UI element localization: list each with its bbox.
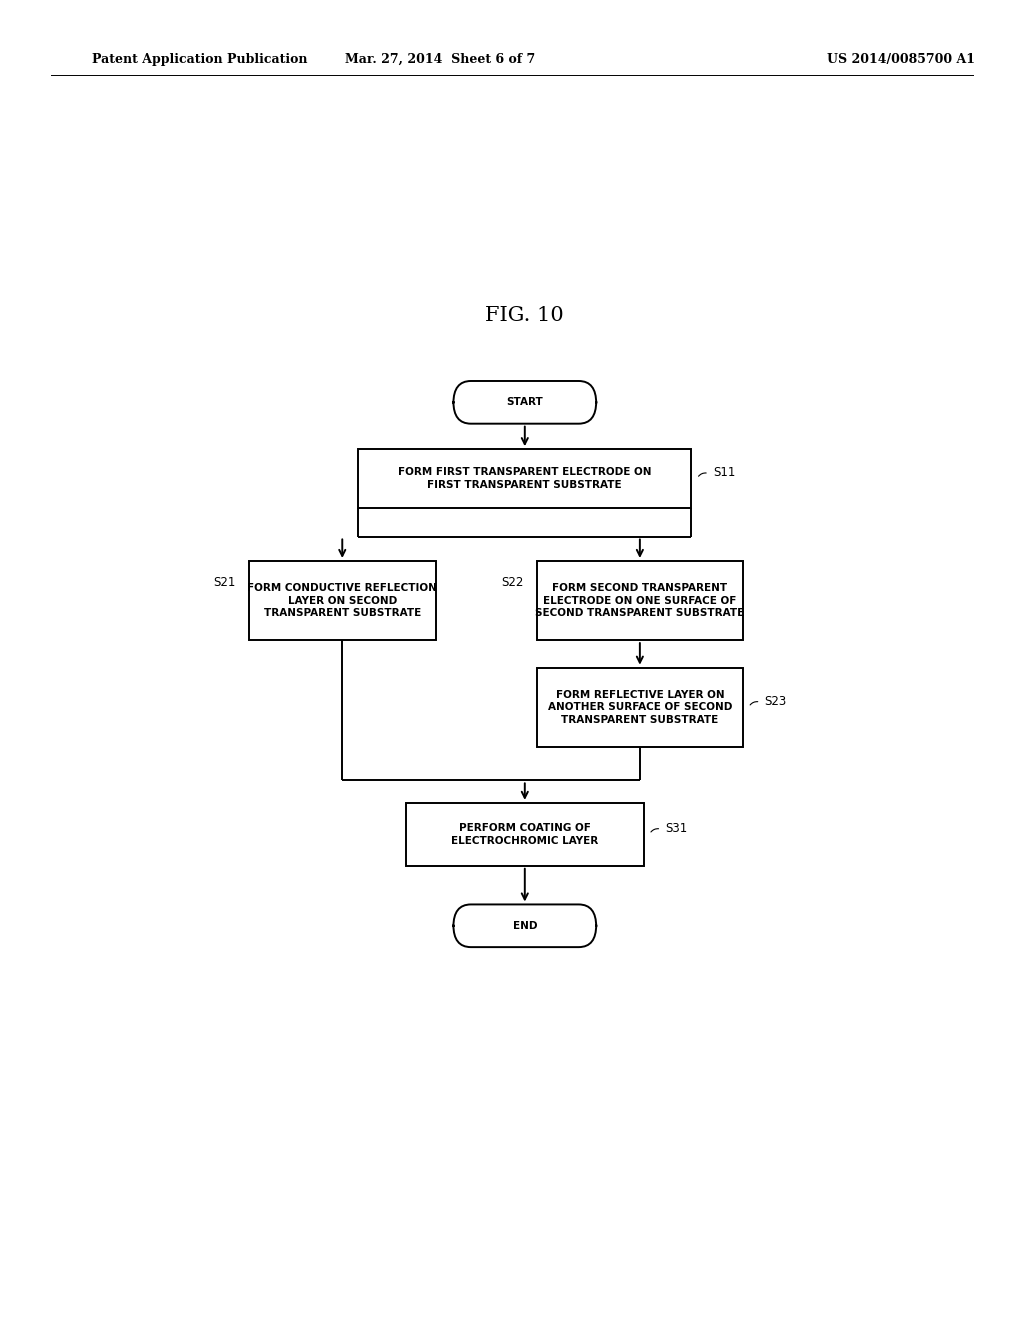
Text: FORM REFLECTIVE LAYER ON
ANOTHER SURFACE OF SECOND
TRANSPARENT SUBSTRATE: FORM REFLECTIVE LAYER ON ANOTHER SURFACE… — [548, 690, 732, 725]
FancyBboxPatch shape — [454, 381, 596, 424]
Text: Patent Application Publication: Patent Application Publication — [92, 53, 307, 66]
Text: S11: S11 — [713, 466, 735, 479]
FancyBboxPatch shape — [537, 561, 743, 640]
FancyBboxPatch shape — [454, 904, 596, 948]
FancyBboxPatch shape — [406, 803, 644, 866]
Text: FIG. 10: FIG. 10 — [485, 306, 564, 326]
Text: FORM SECOND TRANSPARENT
ELECTRODE ON ONE SURFACE OF
SECOND TRANSPARENT SUBSTRATE: FORM SECOND TRANSPARENT ELECTRODE ON ONE… — [536, 583, 744, 618]
Text: START: START — [507, 397, 543, 408]
Text: US 2014/0085700 A1: US 2014/0085700 A1 — [827, 53, 975, 66]
Text: S22: S22 — [501, 576, 523, 589]
Text: Mar. 27, 2014  Sheet 6 of 7: Mar. 27, 2014 Sheet 6 of 7 — [345, 53, 536, 66]
FancyBboxPatch shape — [358, 449, 691, 508]
Text: S21: S21 — [213, 576, 236, 589]
FancyBboxPatch shape — [249, 561, 435, 640]
Text: END: END — [513, 921, 537, 931]
Text: PERFORM COATING OF
ELECTROCHROMIC LAYER: PERFORM COATING OF ELECTROCHROMIC LAYER — [452, 824, 598, 846]
Text: FORM CONDUCTIVE REFLECTION
LAYER ON SECOND
TRANSPARENT SUBSTRATE: FORM CONDUCTIVE REFLECTION LAYER ON SECO… — [248, 583, 437, 618]
Text: FORM FIRST TRANSPARENT ELECTRODE ON
FIRST TRANSPARENT SUBSTRATE: FORM FIRST TRANSPARENT ELECTRODE ON FIRS… — [398, 467, 651, 490]
Text: S31: S31 — [666, 822, 687, 834]
Text: S23: S23 — [765, 694, 786, 708]
FancyBboxPatch shape — [537, 668, 743, 747]
